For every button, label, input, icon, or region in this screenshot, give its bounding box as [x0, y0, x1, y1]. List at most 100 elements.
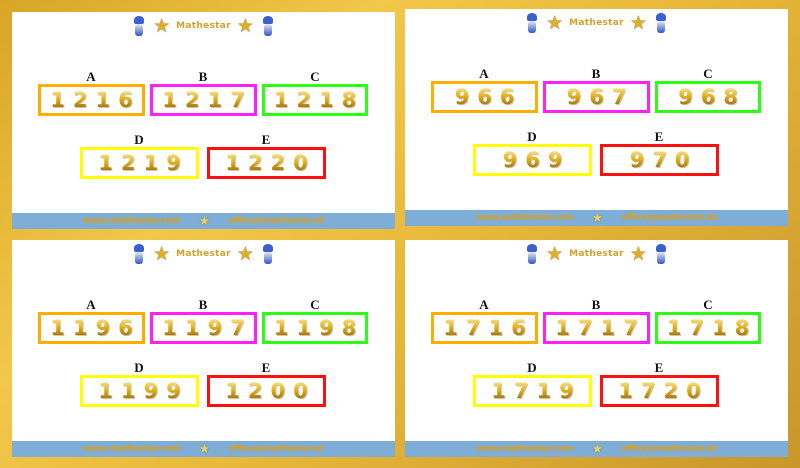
option-value: 966 [447, 85, 523, 109]
email-link[interactable]: office@mathestar.at [621, 213, 718, 223]
option-label-c: C [703, 66, 713, 81]
option-label-c: C [310, 69, 320, 84]
puzzle-card: ★ Mathestar ★ A B C D E 1196 1197 1198 1… [12, 240, 395, 457]
mathestar-logo: ★ Mathestar ★ [12, 15, 395, 37]
option-value: 1217 [154, 88, 252, 112]
option-value: 1716 [435, 316, 533, 340]
option-box-b[interactable]: 1197 [150, 312, 257, 344]
star-icon: ★ [546, 243, 564, 265]
wizard-icon [131, 244, 147, 264]
option-box-d[interactable]: 1219 [80, 147, 199, 179]
option-box-c[interactable]: 1718 [655, 312, 761, 344]
option-value: 1198 [266, 316, 364, 340]
option-label-a: A [479, 297, 489, 312]
option-value: 1220 [217, 151, 315, 175]
star-icon: ★ [591, 210, 604, 226]
option-label-e: E [261, 132, 271, 147]
option-value: 1218 [266, 88, 364, 112]
option-box-a[interactable]: 1196 [38, 312, 145, 344]
option-value: 967 [559, 85, 635, 109]
option-box-c[interactable]: 1218 [262, 84, 368, 116]
option-label-e: E [654, 360, 664, 375]
website-link[interactable]: www.mathestar.com [82, 216, 181, 226]
footer-bar: www.mathestar.com ★ office@mathestar.at [12, 441, 395, 457]
email-link[interactable]: office@mathestar.at [621, 444, 718, 454]
puzzle-card: ★ Mathestar ★ A B C D E 1216 1217 1218 1… [12, 12, 395, 229]
option-box-d[interactable]: 969 [473, 144, 592, 176]
option-value: 970 [622, 148, 698, 172]
option-label-b: B [198, 297, 208, 312]
option-label-a: A [86, 69, 96, 84]
wizard-icon [653, 13, 669, 33]
option-box-e[interactable]: 970 [600, 144, 719, 176]
mathestar-logo: ★ Mathestar ★ [12, 243, 395, 265]
option-label-a: A [479, 66, 489, 81]
option-box-d[interactable]: 1199 [80, 375, 199, 407]
option-value: 1200 [217, 379, 315, 403]
option-value: 1219 [90, 151, 188, 175]
brand-name: Mathestar [176, 21, 231, 31]
star-icon: ★ [236, 243, 254, 265]
option-value: 1197 [154, 316, 252, 340]
wizard-icon [260, 244, 276, 264]
footer-bar: www.mathestar.com ★ office@mathestar.at [405, 441, 788, 457]
option-label-d: D [527, 129, 537, 144]
option-box-b[interactable]: 1717 [543, 312, 650, 344]
brand-name: Mathestar [569, 249, 624, 259]
option-label-a: A [86, 297, 96, 312]
wizard-icon [524, 244, 540, 264]
option-label-b: B [198, 69, 208, 84]
wizard-icon [131, 16, 147, 36]
wizard-icon [260, 16, 276, 36]
mathestar-logo: ★ Mathestar ★ [405, 243, 788, 265]
option-value: 969 [495, 148, 571, 172]
option-label-d: D [527, 360, 537, 375]
option-label-e: E [654, 129, 664, 144]
website-link[interactable]: www.mathestar.com [82, 444, 181, 454]
puzzle-card: ★ Mathestar ★ A B C D E 966 967 968 969 … [405, 9, 788, 226]
email-link[interactable]: office@mathestar.at [228, 444, 325, 454]
footer-bar: www.mathestar.com ★ office@mathestar.at [12, 213, 395, 229]
option-value: 1717 [547, 316, 645, 340]
option-value: 1199 [90, 379, 188, 403]
option-box-e[interactable]: 1220 [207, 147, 326, 179]
option-box-a[interactable]: 1216 [38, 84, 145, 116]
option-label-b: B [591, 297, 601, 312]
option-box-c[interactable]: 1198 [262, 312, 368, 344]
option-label-c: C [703, 297, 713, 312]
option-value: 968 [670, 85, 746, 109]
star-icon: ★ [153, 15, 171, 37]
option-box-b[interactable]: 967 [543, 81, 650, 113]
option-value: 1720 [610, 379, 708, 403]
star-icon: ★ [236, 15, 254, 37]
brand-name: Mathestar [176, 249, 231, 259]
option-label-c: C [310, 297, 320, 312]
option-value: 1719 [483, 379, 581, 403]
star-icon: ★ [629, 12, 647, 34]
footer-bar: www.mathestar.com ★ office@mathestar.at [405, 210, 788, 226]
wizard-icon [653, 244, 669, 264]
star-icon: ★ [198, 213, 211, 229]
option-box-e[interactable]: 1720 [600, 375, 719, 407]
wizard-icon [524, 13, 540, 33]
option-box-c[interactable]: 968 [655, 81, 761, 113]
option-label-d: D [134, 132, 144, 147]
puzzle-card: ★ Mathestar ★ A B C D E 1716 1717 1718 1… [405, 240, 788, 457]
website-link[interactable]: www.mathestar.com [475, 444, 574, 454]
website-link[interactable]: www.mathestar.com [475, 213, 574, 223]
star-icon: ★ [591, 441, 604, 457]
email-link[interactable]: office@mathestar.at [228, 216, 325, 226]
option-value: 1718 [659, 316, 757, 340]
option-box-e[interactable]: 1200 [207, 375, 326, 407]
option-box-d[interactable]: 1719 [473, 375, 592, 407]
star-icon: ★ [198, 441, 211, 457]
option-box-a[interactable]: 966 [431, 81, 538, 113]
option-box-b[interactable]: 1217 [150, 84, 257, 116]
option-label-e: E [261, 360, 271, 375]
option-box-a[interactable]: 1716 [431, 312, 538, 344]
star-icon: ★ [629, 243, 647, 265]
mathestar-logo: ★ Mathestar ★ [405, 12, 788, 34]
star-icon: ★ [153, 243, 171, 265]
option-value: 1196 [42, 316, 140, 340]
option-label-b: B [591, 66, 601, 81]
